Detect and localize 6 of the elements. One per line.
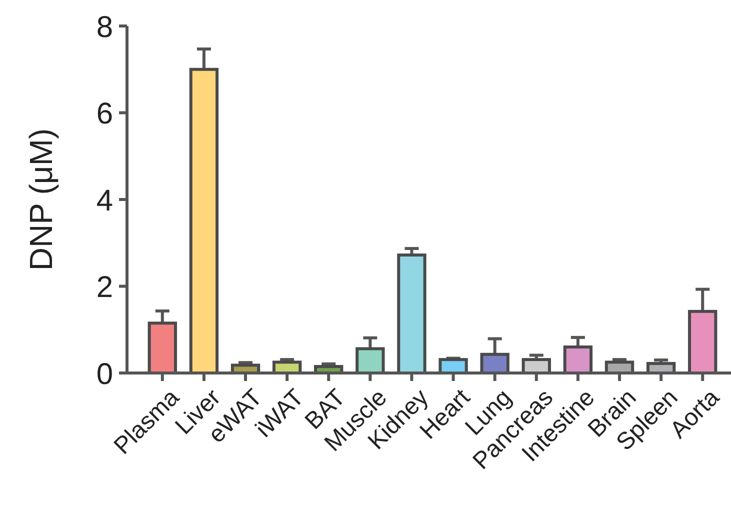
y-tick-label: 4 bbox=[96, 184, 113, 218]
y-tick-label: 8 bbox=[96, 10, 113, 44]
y-tick-label: 0 bbox=[96, 358, 113, 391]
y-axis-title: DNP (μM) bbox=[23, 128, 59, 271]
y-tick-label: 2 bbox=[96, 271, 113, 304]
y-tick-label: 6 bbox=[96, 98, 113, 131]
